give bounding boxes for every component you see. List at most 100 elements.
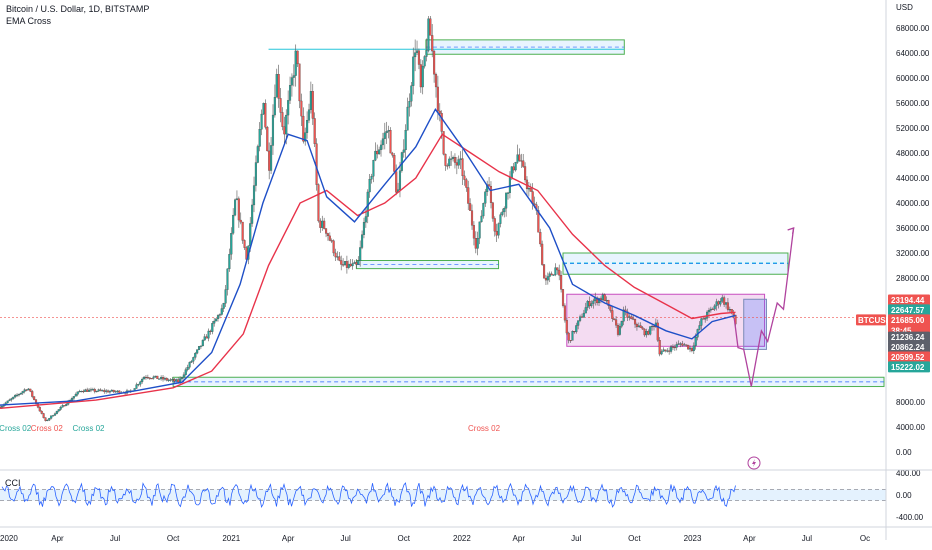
candle-body bbox=[188, 362, 191, 368]
candle-body bbox=[336, 256, 339, 258]
candle-body bbox=[105, 390, 108, 392]
candle-body bbox=[698, 325, 701, 330]
candle-body bbox=[415, 50, 419, 53]
candle-body bbox=[309, 91, 312, 110]
candle-body bbox=[285, 114, 288, 135]
x-tick-label: 2020 bbox=[0, 534, 18, 543]
candle-body bbox=[103, 390, 106, 392]
candle-body bbox=[65, 404, 68, 406]
y-tick-label: 52000.00 bbox=[896, 124, 930, 133]
candle-body bbox=[421, 65, 424, 88]
candle-body bbox=[328, 235, 331, 241]
candle-body bbox=[93, 389, 96, 392]
candle-body bbox=[664, 349, 667, 351]
candle-body bbox=[482, 203, 485, 217]
candle-body bbox=[434, 74, 438, 88]
candle-body bbox=[605, 300, 608, 302]
candle-body bbox=[579, 316, 582, 321]
candle-body bbox=[273, 96, 276, 116]
candle-body bbox=[643, 328, 646, 336]
candle-body bbox=[220, 308, 223, 315]
candle-body bbox=[404, 130, 407, 151]
candle-body bbox=[520, 160, 523, 162]
candle-body bbox=[101, 390, 104, 392]
candle-body bbox=[321, 220, 324, 228]
candle-body bbox=[80, 390, 83, 393]
candle-body bbox=[268, 150, 271, 171]
candle-body bbox=[707, 310, 711, 313]
candle-body bbox=[288, 85, 292, 101]
candle-body bbox=[91, 389, 94, 391]
candle-body bbox=[353, 262, 356, 264]
candle-body bbox=[52, 415, 55, 417]
candle-body bbox=[592, 300, 595, 304]
candle-body bbox=[306, 120, 309, 133]
candle-body bbox=[29, 388, 32, 392]
candle-body bbox=[671, 346, 675, 348]
candle-body bbox=[160, 377, 163, 379]
candle-body bbox=[254, 162, 257, 186]
candle-body bbox=[21, 391, 24, 394]
candle-body bbox=[656, 322, 659, 341]
y-tick-label: 64000.00 bbox=[896, 49, 930, 58]
candle-body bbox=[374, 150, 377, 161]
candle-body bbox=[465, 179, 468, 188]
candle-body bbox=[232, 214, 235, 234]
candle-body bbox=[573, 331, 576, 333]
candle-body bbox=[542, 264, 546, 279]
candle-body bbox=[224, 289, 227, 304]
candle-body bbox=[228, 254, 231, 270]
candle-body bbox=[408, 101, 411, 108]
candle-body bbox=[440, 113, 443, 132]
candle-body bbox=[345, 261, 348, 268]
y-tick-label: 32000.00 bbox=[896, 249, 930, 258]
candle-body bbox=[55, 410, 58, 414]
candle-body bbox=[419, 64, 422, 88]
candle-body bbox=[192, 357, 195, 362]
candle-body bbox=[355, 262, 358, 265]
ema-slow-line bbox=[0, 133, 736, 409]
candle-body bbox=[287, 100, 290, 116]
y-tick-label: 44000.00 bbox=[896, 174, 930, 183]
candle-body bbox=[44, 417, 47, 421]
candle-body bbox=[40, 410, 43, 414]
x-tick-label: Jul bbox=[802, 534, 812, 543]
candle-body bbox=[702, 318, 705, 320]
candle-body bbox=[25, 389, 28, 391]
candle-body bbox=[186, 367, 189, 370]
cci-tick-label: -400.00 bbox=[896, 513, 924, 522]
candle-body bbox=[292, 75, 295, 78]
candle-body bbox=[88, 389, 91, 392]
candle-body bbox=[10, 398, 13, 401]
candle-body bbox=[560, 275, 563, 290]
candle-body bbox=[453, 157, 457, 163]
candle-body bbox=[620, 321, 623, 327]
candle-body bbox=[635, 324, 638, 328]
candle-body bbox=[687, 344, 690, 350]
candle-body bbox=[569, 339, 572, 342]
candle-body bbox=[590, 303, 593, 307]
candle-body bbox=[730, 309, 733, 313]
candle-body bbox=[86, 389, 89, 392]
candle-body bbox=[541, 243, 544, 265]
candle-body bbox=[243, 240, 246, 248]
candle-body bbox=[313, 118, 316, 144]
candle-body bbox=[108, 391, 111, 393]
candle-body bbox=[349, 263, 352, 267]
candle-body bbox=[544, 278, 547, 281]
cross-label: Cross 02 bbox=[0, 424, 32, 433]
candle-body bbox=[158, 378, 161, 380]
candle-body bbox=[57, 409, 60, 412]
price-badge bbox=[888, 331, 930, 343]
candle-body bbox=[630, 316, 633, 319]
chart-header: Bitcoin / U.S. Dollar, 1D, BITSTAMP EMA … bbox=[6, 3, 149, 27]
candle-body bbox=[586, 301, 589, 308]
candle-body bbox=[709, 308, 712, 311]
candle-body bbox=[169, 379, 172, 381]
candle-body bbox=[641, 327, 644, 330]
candle-body bbox=[548, 273, 551, 277]
candle-body bbox=[19, 392, 22, 395]
candle-body bbox=[175, 379, 178, 382]
candle-body bbox=[116, 390, 119, 392]
